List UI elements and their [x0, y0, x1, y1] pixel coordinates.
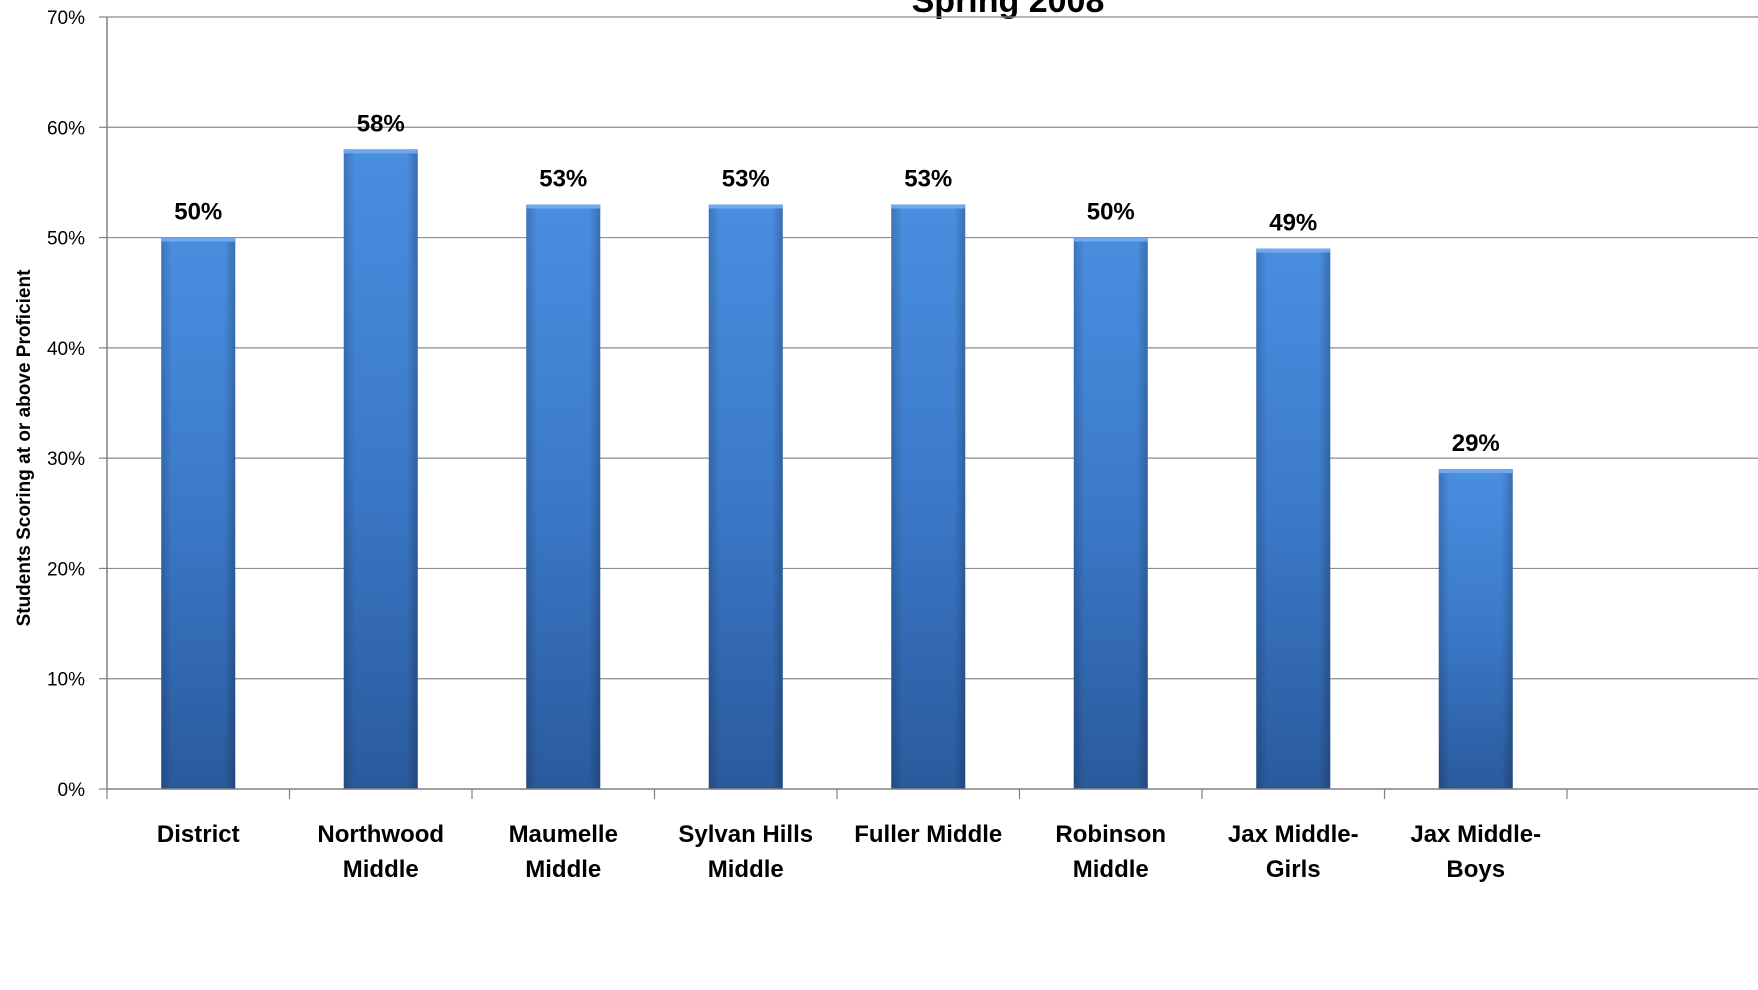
bar-top-highlight [1073, 237, 1148, 242]
bar-shading [708, 204, 783, 789]
bar-top-highlight [526, 204, 601, 209]
x-tick-label: Northwood [317, 821, 444, 848]
x-tick-label: Jax Middle- [1410, 821, 1541, 848]
x-tick-label: Girls [1266, 856, 1321, 883]
y-tick-label: 40% [47, 339, 85, 360]
y-axis-label: Students Scoring at or above Proficient [14, 269, 35, 627]
data-label: 58% [357, 110, 405, 137]
y-tick-label: 20% [47, 559, 85, 580]
x-tick-label: Sylvan Hills [678, 821, 813, 848]
bar-shading [526, 204, 601, 789]
x-tick-label: District [157, 821, 240, 848]
bar-shading [1256, 248, 1331, 790]
data-label: 53% [904, 165, 952, 192]
y-tick-label: 30% [47, 449, 85, 470]
data-label: 50% [174, 199, 222, 226]
data-label: 29% [1452, 430, 1500, 457]
x-tick-label: Maumelle [509, 821, 618, 848]
bars [161, 149, 1513, 790]
x-tick-label: Middle [525, 856, 601, 883]
bar-top-highlight [161, 237, 236, 242]
axes [99, 16, 1758, 799]
data-label: 50% [1087, 199, 1135, 226]
data-label: 49% [1269, 210, 1317, 237]
bar-top-highlight [708, 204, 783, 209]
labels: 0% 10% 20% 30% 40% 50% 60% 70% 50% District 58% Nor… [47, 8, 1541, 883]
bar-shading [161, 237, 236, 790]
y-tick-label: 50% [47, 229, 85, 250]
bar-top-highlight [343, 149, 418, 154]
y-tick-label: 10% [47, 670, 85, 691]
chart-title: Spring 2008 [912, 0, 1105, 20]
y-tick-label: 0% [58, 780, 86, 801]
bar-top-highlight [1256, 248, 1331, 253]
bar-shading [1438, 469, 1513, 789]
bar-top-highlight [891, 204, 966, 209]
bar-top-highlight [1438, 469, 1513, 474]
x-tick-label: Fuller Middle [854, 821, 1002, 848]
x-tick-label: Middle [1073, 856, 1149, 883]
bar-shading [1073, 237, 1148, 790]
bar-shading [891, 204, 966, 789]
y-tick-label: 70% [47, 8, 85, 29]
x-tick-label: Robinson [1055, 821, 1166, 848]
x-tick-label: Middle [343, 856, 419, 883]
data-label: 53% [539, 165, 587, 192]
bar-shading [343, 149, 418, 790]
x-tick-label: Middle [708, 856, 784, 883]
x-tick-label: Jax Middle- [1228, 821, 1359, 848]
y-tick-label: 60% [47, 118, 85, 139]
x-tick-label: Boys [1446, 856, 1505, 883]
data-label: 53% [722, 165, 770, 192]
